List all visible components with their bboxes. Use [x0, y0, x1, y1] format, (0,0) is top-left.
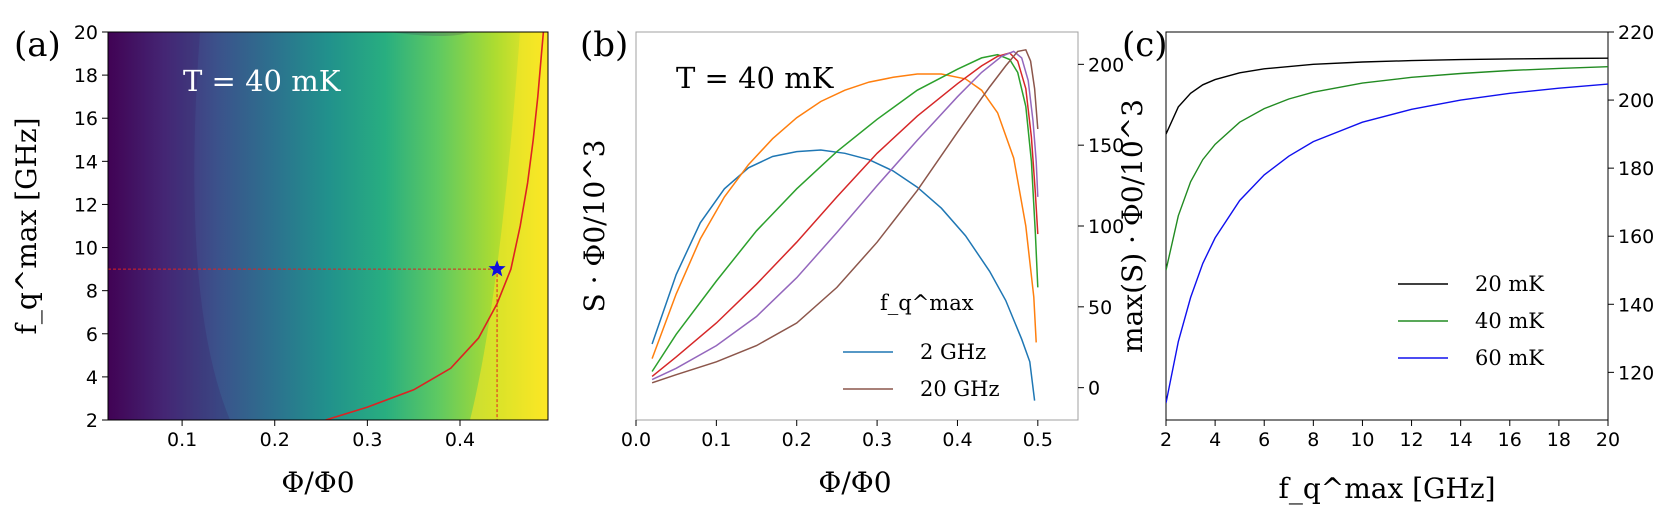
panel-b-y-label: S · Φ0/10^3 [578, 140, 611, 313]
panel-c-x-label: f_q^max [GHz] [1278, 472, 1495, 505]
x-tick-label: 20 [1596, 429, 1620, 451]
panel-a-x-ticks: 0.1 0.2 0.3 0.4 [167, 420, 475, 451]
x-tick-label: 0.0 [621, 429, 651, 451]
series-line [651, 53, 1039, 372]
x-tick-label: 4 [1209, 429, 1221, 451]
legend-title: f_q^max [880, 291, 974, 315]
x-tick-label: 0.2 [260, 429, 290, 451]
panel-b-x-ticks: 0.0 0.1 0.2 0.3 0.4 0.5 [621, 420, 1053, 451]
panel-b-x-label: Φ/Φ0 [818, 466, 891, 499]
panel-a: (a) T = 40 mK 0.1 0.2 0.3 0.4 2 4 6 8 10 12 14 16 1… [10, 22, 549, 499]
series-line [651, 149, 1036, 401]
panel-a-y-label: f_q^max [GHz] [10, 117, 43, 334]
x-tick-label: 0.4 [942, 429, 972, 451]
series-line [651, 73, 1037, 359]
panel-b-annotation: T = 40 mK [676, 61, 835, 95]
y-tick-label: 10 [74, 238, 98, 260]
x-tick-label: 0.1 [167, 429, 197, 451]
y-tick-label: 2 [86, 410, 98, 432]
x-tick-label: 12 [1399, 429, 1423, 451]
series-line [1166, 83, 1608, 404]
y-tick-label: 6 [86, 324, 98, 346]
x-tick-label: 16 [1498, 429, 1522, 451]
panel-a-frame [107, 31, 549, 421]
panel-b-y-ticks: 0 50 100 150 200 [1078, 54, 1124, 400]
series-line [1166, 57, 1608, 135]
panel-b-label: (b) [580, 25, 628, 65]
x-tick-label: 6 [1258, 429, 1270, 451]
y-tick-label: 14 [74, 151, 98, 173]
series-line [651, 52, 1039, 377]
x-tick-label: 0.4 [445, 429, 475, 451]
legend-label: 40 mK [1475, 309, 1544, 333]
y-tick-label: 18 [74, 65, 98, 87]
y-tick-label: 8 [86, 281, 98, 303]
x-tick-label: 0.5 [1023, 429, 1053, 451]
x-tick-label: 0.3 [862, 429, 892, 451]
x-tick-label: 18 [1547, 429, 1571, 451]
y-tick-label: 200 [1088, 54, 1124, 76]
heatmap-field [108, 32, 548, 420]
max-sensitivity-curve [325, 32, 545, 420]
series-line [651, 50, 1039, 381]
panel-c: (c) 2 4 6 8 10 12 14 16 18 20 120140160180200220 … [1116, 22, 1654, 505]
panel-b-frame [635, 31, 1079, 421]
legend-label: 2 GHz [920, 340, 986, 364]
x-tick-label: 0.3 [352, 429, 382, 451]
x-tick-label: 0.1 [701, 429, 731, 451]
panel-c-label: (c) [1122, 25, 1168, 65]
x-tick-label: 10 [1350, 429, 1374, 451]
x-tick-label: 14 [1449, 429, 1473, 451]
series-line [1166, 66, 1608, 271]
panel-b: (b) T = 40 mK 0.0 0.1 0.2 0.3 0.4 0.5 0 50 100 1… [578, 25, 1124, 499]
y-tick-label: 0 [1088, 378, 1100, 400]
panel-c-series [1166, 57, 1608, 404]
y-tick-label: 160 [1618, 226, 1654, 248]
y-tick-label: 16 [74, 108, 98, 130]
y-tick-label: 180 [1618, 158, 1654, 180]
y-tick-label: 20 [74, 22, 98, 44]
y-tick-label: 140 [1618, 294, 1654, 316]
legend-label: 60 mK [1475, 346, 1544, 370]
x-tick-label: 2 [1160, 429, 1172, 451]
optimum-star-marker [488, 260, 506, 277]
y-tick-label: 50 [1088, 297, 1112, 319]
panel-b-series [651, 48, 1039, 401]
legend-label: 20 GHz [920, 377, 1000, 401]
panel-c-y-ticks: 120 140 160 180 200 220 [1608, 22, 1654, 384]
heatmap-shade [108, 32, 470, 420]
x-tick-label: 0.2 [782, 429, 812, 451]
y-tick-label: 4 [86, 367, 98, 389]
panel-c-x-ticks: 2 4 6 8 10 12 14 16 18 20 [1160, 420, 1620, 451]
y-tick-label: 120 [1618, 362, 1654, 384]
y-tick-label: 200 [1618, 90, 1654, 112]
y-tick-label: 220 [1618, 22, 1654, 44]
panel-c-frame [1165, 31, 1609, 421]
series-line [651, 48, 1039, 384]
y-tick-label: 100 [1088, 216, 1124, 238]
x-tick-label: 8 [1307, 429, 1319, 451]
legend-label: 20 mK [1475, 272, 1544, 296]
panel-a-y-ticks: 2 4 6 8 10 12 14 16 18 20 [74, 22, 108, 432]
panel-a-annotation: T = 40 mK [183, 64, 342, 98]
heatmap-bright-edge [470, 32, 548, 420]
panel-c-legend: 20 mK 40 mK 60 mK [1398, 272, 1544, 370]
y-tick-label: 150 [1088, 135, 1124, 157]
y-tick-label: 12 [74, 194, 98, 216]
panel-a-x-label: Φ/Φ0 [281, 466, 354, 499]
panel-a-label: (a) [14, 25, 61, 65]
panel-c-y-label: max(S) · Φ0/10^3 [1116, 99, 1149, 353]
panel-b-legend: f_q^max 2 GHz 20 GHz [843, 291, 1000, 401]
heatmap [108, 32, 548, 420]
